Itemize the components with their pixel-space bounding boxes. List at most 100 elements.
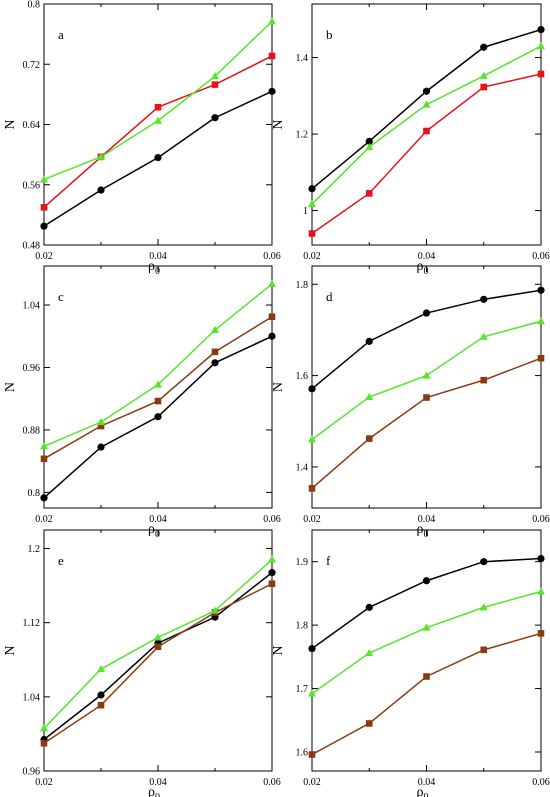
panel-tag: c <box>58 289 64 304</box>
data-point <box>308 199 316 208</box>
data-point <box>308 644 316 653</box>
data-point <box>537 286 545 294</box>
data-point <box>365 648 374 657</box>
series-0 <box>308 286 545 393</box>
x-axis-label: ρ0 <box>148 785 160 797</box>
x-tick-label: 0.02 <box>35 777 53 788</box>
series-line <box>311 73 542 235</box>
data-point <box>268 279 276 287</box>
y-tick-label: 0.56 <box>23 180 41 191</box>
series-0 <box>308 26 545 193</box>
data-point <box>268 580 276 588</box>
x-tick-label: 0.04 <box>418 514 436 525</box>
data-point <box>480 43 488 51</box>
data-point <box>40 739 48 747</box>
data-point <box>268 87 276 95</box>
series-1 <box>40 52 276 211</box>
series-2 <box>40 17 276 183</box>
series-line <box>311 557 542 650</box>
data-point <box>365 137 373 145</box>
panel-tag: b <box>326 27 333 42</box>
panel-tag: d <box>326 289 333 304</box>
plot-frame <box>43 3 273 246</box>
data-point <box>40 724 48 732</box>
series-2 <box>308 630 545 758</box>
data-point <box>97 422 105 430</box>
data-point <box>154 397 162 405</box>
data-point <box>40 442 48 450</box>
y-tick-label: 1.9 <box>296 557 309 568</box>
data-point <box>422 623 431 631</box>
x-tick-label: 0.06 <box>263 514 281 525</box>
y-tick-label: 1 <box>303 206 308 217</box>
data-point <box>211 325 219 334</box>
x-tick-label: 0.06 <box>532 777 550 788</box>
data-point <box>40 204 48 211</box>
series-0 <box>40 332 276 502</box>
y-tick-label: 1.12 <box>23 618 41 629</box>
data-point <box>422 100 431 108</box>
y-tick-label: 1.8 <box>296 280 309 291</box>
x-tick-label: 0.02 <box>303 514 321 525</box>
x-tick-label: 0.06 <box>532 251 550 262</box>
series-0 <box>40 569 276 744</box>
data-point <box>479 603 488 611</box>
data-point <box>154 643 162 651</box>
plot-frame <box>43 529 273 772</box>
x-tick-label: 0.02 <box>303 777 321 788</box>
series-1 <box>40 580 276 747</box>
data-point <box>308 185 316 193</box>
data-point <box>422 309 431 317</box>
data-point <box>365 337 373 345</box>
y-axis-label: N <box>271 119 286 129</box>
data-point <box>479 332 488 340</box>
data-point <box>211 81 219 88</box>
data-point <box>40 175 48 183</box>
data-point <box>211 606 219 614</box>
y-tick-label: 1.7 <box>296 684 309 695</box>
y-axis-label: N <box>3 119 18 129</box>
x-tick-label: 0.06 <box>532 514 550 525</box>
y-tick-label: 0.88 <box>23 425 41 436</box>
plot-frame <box>311 265 542 509</box>
x-tick-label: 0.04 <box>149 514 167 525</box>
y-tick-label: 0.72 <box>23 60 41 71</box>
data-point <box>268 17 276 25</box>
data-point <box>308 435 316 443</box>
panel-tag: a <box>58 27 64 42</box>
data-point <box>40 222 48 230</box>
series-line <box>43 583 273 744</box>
data-point <box>365 392 374 401</box>
y-tick-label: 0.8 <box>28 488 41 499</box>
data-point <box>537 354 545 362</box>
data-point <box>537 41 545 50</box>
data-point <box>97 664 105 673</box>
data-point <box>422 371 431 379</box>
data-point <box>268 555 276 563</box>
data-point <box>211 72 219 80</box>
chart-panel-e: 0.02 0.04 0.06 0.96 1.04 1.12 1.2 ρ0 Ne <box>3 529 281 797</box>
x-tick-label: 0.02 <box>35 514 53 525</box>
x-axis-label-main: ρ <box>417 785 424 797</box>
data-point <box>480 558 488 566</box>
x-tick-label: 0.04 <box>418 777 436 788</box>
data-point <box>154 154 162 162</box>
x-axis-label-main: ρ <box>148 785 155 797</box>
y-tick-label: 1.04 <box>23 692 41 703</box>
data-point <box>268 332 276 340</box>
data-point <box>308 385 316 393</box>
x-axis-label-sub: 0 <box>424 792 429 797</box>
x-tick-label: 0.04 <box>418 251 436 262</box>
series-0 <box>308 554 545 653</box>
series-1 <box>40 313 276 463</box>
y-tick-label: 1.4 <box>296 462 309 473</box>
data-point <box>97 152 105 160</box>
data-point <box>154 116 162 124</box>
y-tick-label: 1.8 <box>296 621 309 632</box>
x-tick-label: 0.04 <box>149 251 167 262</box>
y-tick-label: 1.2 <box>296 130 309 141</box>
data-point <box>97 417 105 426</box>
data-point <box>537 554 545 563</box>
x-tick-label: 0.04 <box>149 777 167 788</box>
series-line <box>43 55 273 208</box>
